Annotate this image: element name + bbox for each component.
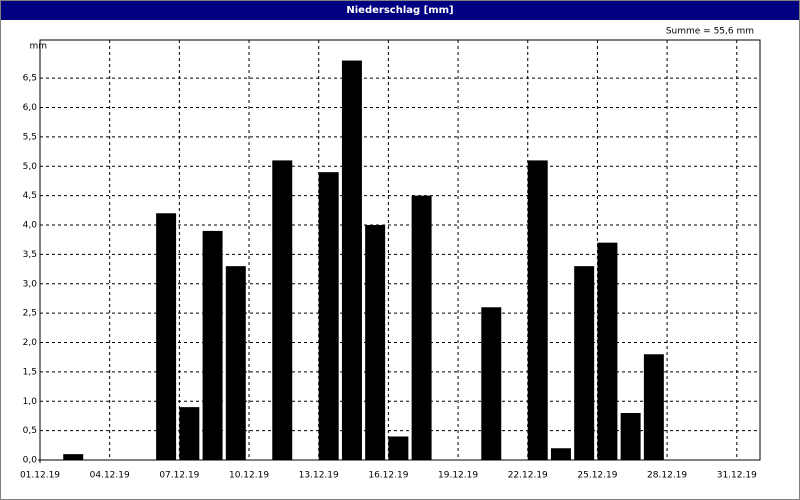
annotation: Summe = 55,6 mm	[666, 27, 754, 37]
y-axis-label: mm	[29, 42, 47, 52]
bar	[388, 436, 409, 460]
y-tick-label: 1,0	[23, 397, 38, 407]
x-tick-label: 28.12.19	[647, 471, 687, 481]
title-bar: Niederschlag [mm]	[1, 1, 799, 20]
bar	[550, 448, 571, 460]
x-tick-label: 07.12.19	[159, 471, 199, 481]
bar	[341, 60, 362, 460]
bar	[179, 407, 200, 460]
bar	[63, 454, 84, 460]
bar	[411, 195, 432, 460]
y-tick-label: 0,5	[23, 426, 37, 436]
y-tick-label: 6,0	[23, 103, 38, 113]
bar	[574, 266, 595, 460]
bar	[481, 307, 502, 460]
y-tick-label: 4,5	[23, 191, 37, 201]
x-tick-label: 13.12.19	[299, 471, 339, 481]
x-tick-label: 19.12.19	[438, 471, 478, 481]
bar	[620, 413, 641, 460]
bar	[156, 213, 177, 460]
bar	[202, 230, 223, 460]
y-tick-label: 2,5	[23, 309, 37, 319]
x-tick-label: 10.12.19	[229, 471, 269, 481]
bar	[365, 225, 386, 460]
bar	[527, 160, 548, 460]
bar	[318, 172, 339, 460]
x-tick-label: 01.12.19	[20, 471, 60, 481]
y-tick-label: 4,0	[23, 221, 38, 231]
x-tick-label: 04.12.19	[90, 471, 130, 481]
x-tick-label: 31.12.19	[717, 471, 757, 481]
y-tick-label: 3,5	[23, 250, 37, 260]
bar	[225, 266, 246, 460]
y-tick-label: 0,0	[23, 456, 38, 466]
y-tick-label: 5,5	[23, 132, 37, 142]
y-tick-label: 6,5	[23, 74, 37, 84]
y-tick-label: 5,0	[23, 162, 38, 172]
y-tick-label: 1,5	[23, 367, 37, 377]
plot-frame	[39, 39, 761, 461]
bar	[272, 160, 293, 460]
x-tick-label: 22.12.19	[508, 471, 548, 481]
x-tick-label: 25.12.19	[577, 471, 617, 481]
bar	[643, 354, 664, 460]
y-tick-label: 3,0	[23, 279, 38, 289]
bar	[597, 242, 618, 460]
y-tick-label: 2,0	[23, 338, 38, 348]
x-tick-label: 16.12.19	[368, 471, 408, 481]
